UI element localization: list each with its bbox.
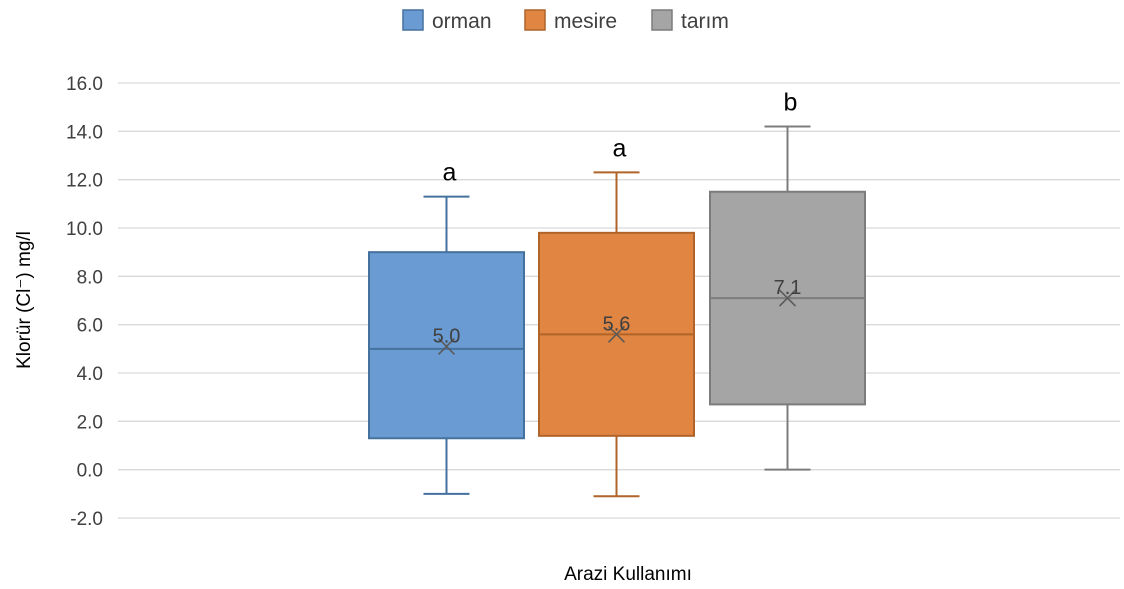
mean-marker-stroke — [437, 337, 456, 355]
y-tick-label: 6.0 — [77, 316, 103, 337]
y-tick-label: 12.0 — [66, 171, 103, 192]
box-mesire: 5.6 a — [538, 134, 695, 498]
y-tick-label: 10.0 — [66, 219, 103, 240]
y-tick-label: 16.0 — [66, 74, 103, 95]
box-iqr — [368, 251, 525, 440]
legend-label: orman — [432, 10, 492, 33]
significance-letter: b — [784, 89, 798, 117]
mean-marker — [437, 337, 456, 355]
y-axis-title: Klorür (Cl⁻) mg/l — [14, 231, 35, 369]
legend-item-tarım: tarım — [651, 9, 729, 33]
legend-item-orman: orman — [402, 9, 492, 33]
legend-label: mesire — [554, 10, 617, 33]
mean-data-label: 5.6 — [603, 313, 631, 335]
mean-marker-stroke — [607, 325, 626, 343]
y-tick-label: 0.0 — [77, 461, 103, 482]
legend: orman mesire tarım — [402, 9, 729, 33]
x-axis-title: Arazi Kullanımı — [564, 564, 692, 585]
mean-data-label: 5.0 — [433, 325, 461, 347]
box-orman: 5.0 a — [368, 159, 525, 495]
significance-letter: a — [443, 159, 457, 187]
y-tick-label: 4.0 — [77, 364, 103, 385]
box-series: 5.0 a 5.6 a 7.1 b — [368, 89, 866, 498]
mean-marker — [778, 289, 797, 307]
y-tick-labels: -2.0 0.0 2.0 4.0 6.0 8.0 10.0 12.0 14.0 16.0 — [66, 74, 103, 530]
y-tick-label: 8.0 — [77, 267, 103, 288]
y-tick-label: 14.0 — [66, 122, 103, 143]
y-tick-label: 2.0 — [77, 412, 103, 433]
y-tick-label: -2.0 — [70, 509, 103, 530]
mean-data-label: 7.1 — [774, 277, 802, 299]
box-tarım: 7.1 b — [709, 89, 866, 471]
legend-label: tarım — [681, 10, 729, 33]
legend-swatch — [651, 9, 673, 31]
mean-marker-stroke — [778, 289, 797, 307]
legend-item-mesire: mesire — [524, 9, 617, 33]
significance-letter: a — [613, 134, 627, 162]
mean-marker — [607, 325, 626, 343]
legend-swatch — [402, 9, 424, 31]
legend-swatch — [524, 9, 546, 31]
